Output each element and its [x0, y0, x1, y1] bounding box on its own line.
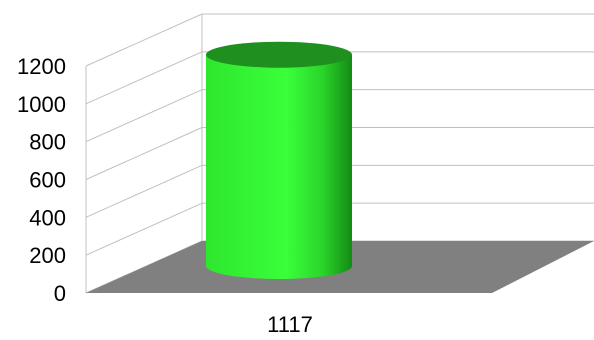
gridline-side	[85, 13, 203, 67]
bars	[206, 41, 352, 279]
y-tick-label: 1000	[17, 92, 66, 117]
y-tick-label: 600	[29, 168, 66, 193]
bar-top	[206, 41, 352, 68]
gridline-side	[85, 164, 203, 218]
bar-body	[206, 54, 352, 279]
y-tick-label: 800	[29, 130, 66, 155]
y-axis-ticks: 0 200 400 600 800 1000 1200	[17, 54, 66, 306]
x-axis-ticks: 1117	[267, 312, 313, 337]
gridline-side	[85, 202, 203, 256]
gridline-side	[85, 127, 203, 180]
y-tick-label: 200	[29, 243, 66, 268]
y-tick-label: 0	[54, 281, 66, 306]
gridline-side	[85, 51, 203, 105]
y-tick-label: 400	[29, 205, 66, 230]
gridline-side	[85, 89, 203, 143]
bar-cylinder	[206, 41, 352, 279]
y-tick-label: 1200	[17, 54, 66, 79]
x-tick-label: 1117	[267, 312, 313, 337]
